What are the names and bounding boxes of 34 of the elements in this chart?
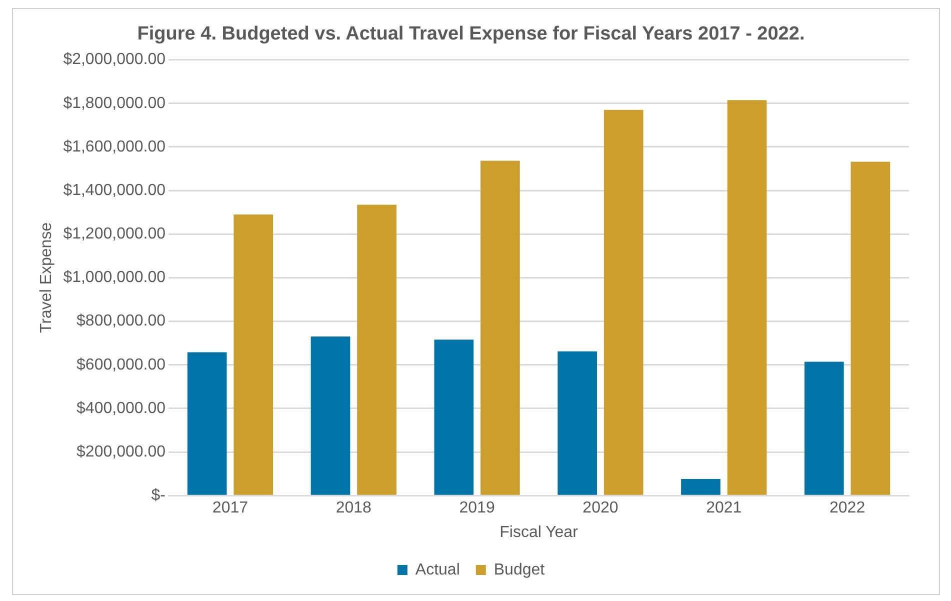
- x-axis-title: Fiscal Year: [500, 524, 579, 541]
- bar: [357, 204, 396, 495]
- y-axis-title: Travel Expense: [38, 222, 56, 333]
- x-tick-label: 2020: [582, 500, 618, 517]
- y-tick-label: $1,000,000.00: [63, 269, 166, 286]
- bar: [434, 340, 474, 495]
- y-tick-label: $2,000,000.00: [63, 51, 166, 68]
- bar: [604, 110, 644, 495]
- y-tick-label: $1,600,000.00: [63, 138, 166, 156]
- x-tick-label: 2019: [459, 500, 495, 517]
- bar: [804, 362, 844, 495]
- y-tick-label: $1,400,000.00: [63, 182, 166, 199]
- bar: [480, 160, 520, 495]
- x-tick-label: 2021: [706, 500, 742, 517]
- y-tick-label: $1,200,000.00: [63, 226, 166, 243]
- x-tick-label: 2022: [829, 500, 866, 517]
- bar: [681, 479, 720, 495]
- y-tick-label: $600,000.00: [76, 356, 166, 374]
- bar: [850, 162, 890, 495]
- bar: [727, 100, 767, 495]
- bar: [234, 214, 274, 495]
- legend-label: Budget: [494, 561, 546, 578]
- x-tick-label: 2017: [212, 500, 248, 517]
- chart-title: Figure 4. Budgeted vs. Actual Travel Expense for Fiscal Years 2017 - 2022.: [137, 24, 805, 45]
- bar: [310, 336, 350, 495]
- y-tick-label: $1,800,000.00: [63, 94, 166, 112]
- y-tick-label: $-: [151, 487, 166, 504]
- legend-label: Actual: [415, 561, 460, 578]
- y-tick-label: $400,000.00: [76, 400, 166, 417]
- x-tick-label: 2018: [336, 500, 372, 517]
- bar: [187, 352, 227, 495]
- y-tick-label: $800,000.00: [76, 312, 166, 330]
- y-tick-label: $200,000.00: [76, 443, 166, 460]
- bar: [558, 351, 597, 495]
